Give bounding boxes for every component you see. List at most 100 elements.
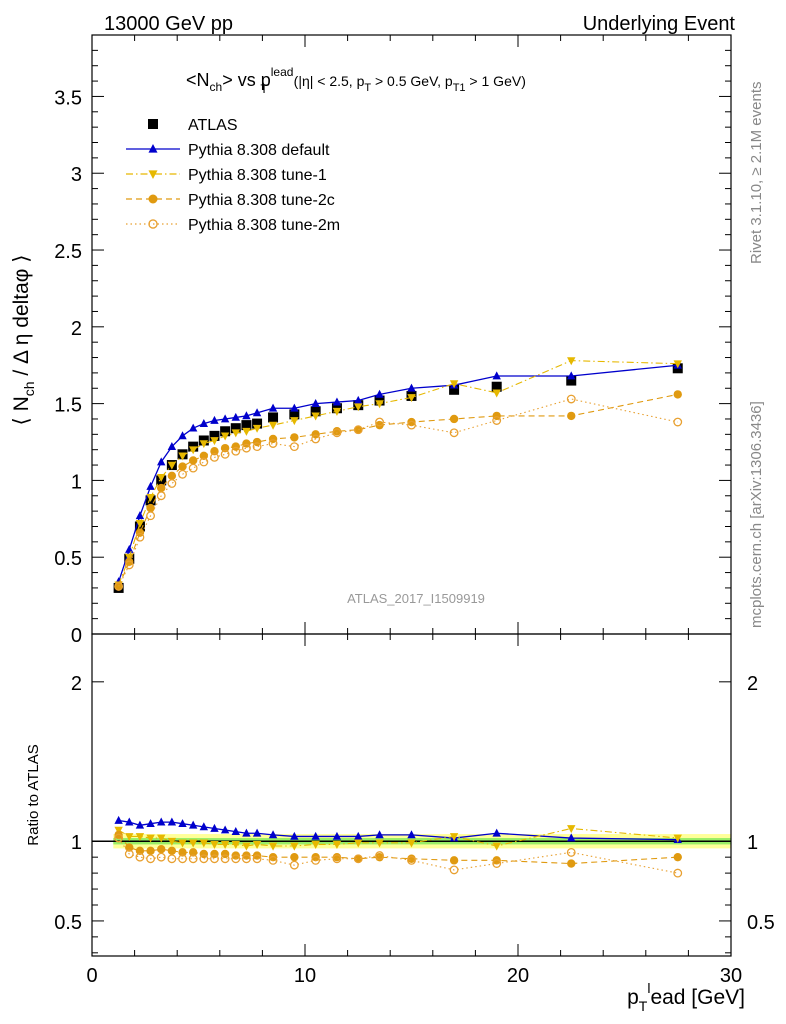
- data-point-tune1-3: [146, 834, 155, 843]
- data-point-tune2m-23: [566, 394, 576, 404]
- data-point-default-12: [242, 828, 251, 837]
- data-point-tune2c-6: [178, 848, 187, 857]
- data-point-tune1-15: [290, 842, 299, 851]
- data-point-atlas-12: [241, 420, 252, 431]
- data-point-tune2m-5: [167, 479, 177, 488]
- data-point-tune1-18: [354, 839, 363, 848]
- data-point-tune1-14: [268, 842, 278, 851]
- data-point-tune2c-23: [567, 859, 576, 868]
- header-left: 13000 GeV pp: [104, 13, 233, 35]
- data-point-tune1-16: [311, 841, 320, 850]
- ratio-plot-frame: [91, 633, 732, 957]
- data-point-tune1-10: [220, 841, 230, 850]
- data-point-tune2m-9: [210, 854, 219, 864]
- main-plot-area: 0 0.5 1 1.5 2 2.5 3 3.5: [54, 34, 732, 647]
- data-point-tune2m-10: [220, 449, 230, 459]
- legend-label-tune1: Pythia 8.308 tune-1: [188, 167, 327, 184]
- data-point-tune1-6: [178, 452, 187, 461]
- data-point-tune1-7: [188, 839, 198, 848]
- data-point-default-1: [125, 817, 134, 826]
- data-point-default-5: [167, 817, 177, 826]
- y-tick-label-right: 1: [747, 832, 758, 854]
- data-point-tune1-20: [407, 839, 416, 848]
- data-point-tune1-21: [449, 380, 459, 389]
- data-point-tune2c-3: [146, 846, 155, 855]
- data-point-default-18: [354, 831, 363, 840]
- series-line-tune2m: [118, 398, 678, 587]
- data-point-default-8: [199, 822, 209, 831]
- data-point-tune2m-17: [332, 428, 342, 438]
- data-point-default-23: [567, 833, 576, 842]
- data-point-default-16: [311, 398, 320, 407]
- legend-marker-tune2m: [148, 219, 158, 229]
- y-tick-label: 3: [71, 164, 82, 186]
- y-tick-label: 2: [71, 318, 82, 340]
- data-point-atlas-13: [252, 418, 263, 429]
- data-point-default-5: [167, 442, 177, 450]
- data-point-tune1-7: [188, 446, 198, 455]
- data-point-tune1-3: [146, 493, 155, 502]
- data-point-default-13: [252, 828, 262, 837]
- data-point-default-1: [125, 544, 134, 553]
- data-point-tune2m-2: [135, 532, 145, 542]
- data-point-tune2m-12: [241, 443, 251, 453]
- rivet-label: Rivet 3.1.10, ≥ 2.1M events: [748, 82, 765, 265]
- data-point-default-4: [157, 817, 166, 826]
- main-y-axis-label: ⟨ Nch / Δ η deltaφ ⟩: [10, 255, 37, 426]
- data-point-tune2c-16: [311, 430, 320, 439]
- data-point-tune1-5: [167, 837, 177, 846]
- data-point-tune1-2: [135, 833, 145, 842]
- x-axis-label: pTlead [GeV]: [627, 980, 745, 1014]
- data-point-tune1-24: [673, 360, 682, 369]
- data-point-tune1-22: [492, 842, 501, 851]
- data-point-tune2c-8: [199, 451, 209, 461]
- data-point-default-16: [311, 831, 320, 840]
- data-point-tune2m-24: [673, 417, 683, 427]
- data-point-tune1-4: [157, 473, 166, 482]
- legend-label-tune2c: Pythia 8.308 tune-2c: [188, 192, 335, 209]
- data-point-tune2m-4: [156, 852, 166, 862]
- data-point-tune2m-21: [449, 865, 459, 875]
- legend-label-default: Pythia 8.308 default: [188, 142, 330, 159]
- data-point-default-3: [146, 819, 155, 828]
- ratio-y-axis-label: Ratio to ATLAS: [25, 744, 42, 845]
- data-point-atlas-9: [209, 430, 220, 441]
- data-point-default-10: [220, 825, 230, 834]
- data-point-tune2m-18: [353, 854, 363, 864]
- data-point-tune1-5: [167, 461, 177, 470]
- data-point-default-2: [135, 511, 145, 520]
- data-point-tune2c-2: [135, 528, 145, 537]
- y-tick-label: 0.5: [54, 548, 82, 570]
- data-point-tune2m-1: [124, 849, 134, 859]
- legend-marker-default: [148, 144, 158, 153]
- data-point-tune2c-13: [252, 437, 262, 447]
- data-point-default-7: [188, 820, 198, 829]
- data-point-tune2c-1: [125, 843, 134, 852]
- data-point-tune2m-8: [199, 457, 209, 467]
- y-tick-label: 2.5: [54, 241, 82, 263]
- data-point-tune2m-11: [231, 854, 241, 864]
- data-point-default-10: [220, 414, 230, 423]
- data-point-tune2m-16: [311, 855, 321, 865]
- data-point-tune2m-20: [407, 420, 416, 430]
- data-point-tune1-1: [125, 833, 134, 842]
- y-tick-label: 1: [71, 471, 82, 493]
- header-right: Underlying Event: [583, 13, 736, 35]
- data-point-tune2m-12: [241, 854, 251, 864]
- data-point-default-4: [157, 457, 166, 466]
- data-point-tune2c-15: [290, 433, 299, 442]
- data-point-tune2m-14: [268, 855, 278, 865]
- data-point-default-23: [567, 371, 576, 380]
- data-point-tune2c-15: [290, 852, 299, 862]
- data-point-tune2m-17: [332, 854, 342, 864]
- data-point-default-19: [375, 830, 384, 839]
- data-point-tune1-9: [210, 841, 219, 850]
- data-point-atlas-22: [491, 381, 502, 392]
- series-line-tune1: [118, 360, 678, 586]
- data-point-atlas-10: [220, 426, 231, 437]
- data-point-tune1-10: [220, 432, 230, 441]
- data-point-tune1-9: [210, 437, 219, 446]
- data-point-tune1-16: [311, 412, 320, 421]
- data-point-tune1-14: [268, 421, 278, 430]
- data-point-atlas-16: [310, 406, 321, 417]
